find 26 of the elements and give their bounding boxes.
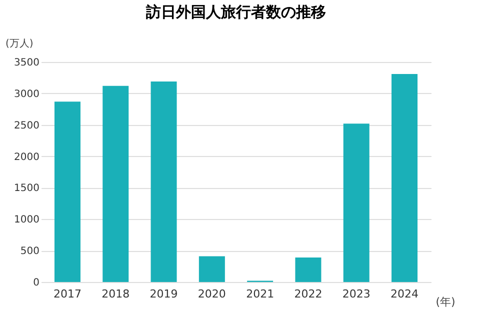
x-tick-label: 2020	[198, 288, 226, 300]
bar	[392, 74, 418, 282]
x-tick-label: 2017	[53, 288, 82, 300]
y-tick-label: 3000	[14, 88, 40, 100]
x-tick-label: 2024	[390, 288, 419, 300]
bar	[295, 257, 322, 282]
chart-title: 訪日外国人旅行者数の推移	[145, 3, 326, 21]
x-axis-title: (年)	[436, 296, 456, 308]
x-tick-label: 2018	[102, 288, 130, 300]
bar	[343, 124, 370, 282]
y-tick-label: 1000	[14, 214, 40, 226]
y-tick-label: 1500	[14, 183, 40, 194]
bar	[54, 102, 80, 282]
x-tick-label: 2022	[294, 288, 322, 300]
x-tick-label: 2019	[150, 288, 178, 300]
x-tick-label: 2021	[246, 288, 274, 300]
bar	[150, 81, 177, 282]
y-tick-label: 500	[20, 246, 40, 258]
bar	[198, 256, 225, 282]
y-tick-label: 0	[33, 278, 40, 288]
y-tick-label: 2500	[14, 120, 40, 132]
y-tick-label: 2000	[14, 152, 40, 163]
y-axis-title: (万人)	[6, 38, 34, 50]
bar	[102, 86, 129, 282]
y-tick-label: 3500	[14, 58, 40, 68]
x-tick-label: 2023	[342, 288, 370, 300]
